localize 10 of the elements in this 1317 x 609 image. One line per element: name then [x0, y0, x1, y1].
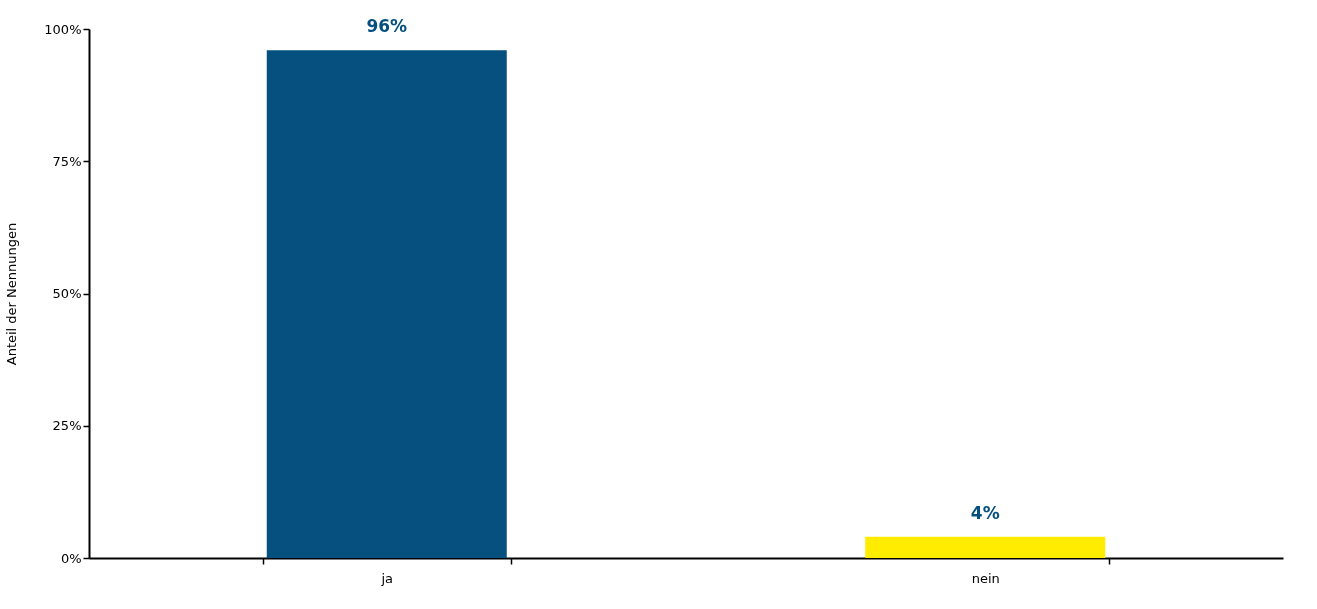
y-tick-label: 0%	[60, 550, 82, 566]
x-tick-label: nein	[971, 570, 1000, 586]
y-tick-label: 100%	[44, 21, 82, 37]
y-tick-label: 50%	[52, 286, 82, 301]
y-axis-title: Anteil der Nennungen	[4, 222, 20, 366]
y-tick-label: 75%	[52, 153, 82, 169]
data-label: 96%	[366, 16, 408, 37]
data-label: 4%	[970, 502, 1000, 523]
x-tick-label: ja	[380, 570, 394, 586]
y-tick-label: 25%	[52, 418, 82, 434]
